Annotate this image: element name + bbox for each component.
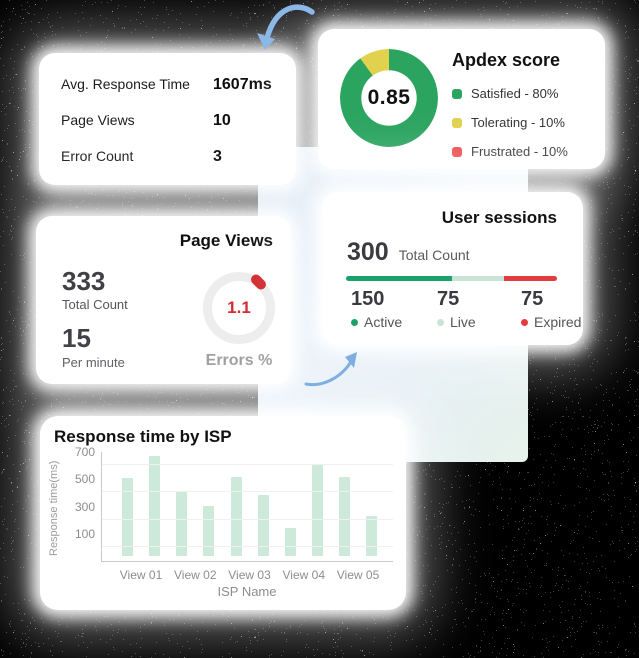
isp-chart-y-axis-label: Response time(ms) <box>48 460 60 556</box>
x-tick-label: View 05 <box>336 568 380 582</box>
apdex-score-card: 0.85 Apdex score Satisfied - 80% Tolerati… <box>318 29 605 169</box>
user-sessions-card: User sessions 300 Total Count 150 Active 7… <box>322 192 583 345</box>
user-sessions-bar-segment <box>451 276 505 281</box>
bar <box>366 516 377 556</box>
bar <box>311 465 323 556</box>
errors-gauge-chart: 1.1 <box>203 272 275 344</box>
isp-chart-x-tick-labels: View 01 View 02 View 03 View 04 View 05 <box>102 568 393 582</box>
errors-gauge-value: 1.1 <box>227 298 251 317</box>
bar-group <box>176 492 215 561</box>
grid-line <box>102 464 393 465</box>
apdex-score-value: 0.85 <box>367 86 411 109</box>
isp-chart-bars <box>102 452 393 561</box>
apdex-donut-chart: 0.85 <box>340 49 438 147</box>
errors-gauge-track: 1.1 <box>203 272 275 344</box>
legend-item: Tolerating - 10% <box>452 115 568 130</box>
user-sessions-title: User sessions <box>441 208 557 227</box>
stat-label: Error Count <box>61 148 134 164</box>
isp-chart-card: Response time by ISP Response time(ms) V… <box>40 416 406 610</box>
bar <box>284 528 296 556</box>
breakdown-label-text: Expired <box>534 314 582 330</box>
errors-gauge-label: Errors % <box>205 352 273 369</box>
stats-card: Avg. Response Time 1607ms Page Views 10 Erro… <box>39 53 296 185</box>
legend-swatch-icon <box>452 88 462 99</box>
legend-swatch-icon <box>452 117 462 128</box>
grid-line <box>102 519 393 520</box>
bar <box>122 478 133 556</box>
user-sessions-breakdown: 150 Active 75 Live 75 Expired <box>351 288 581 330</box>
y-tick-label: 100 <box>74 527 95 541</box>
legend-label: Frustrated - 10% <box>471 144 568 159</box>
breakdown-label: Expired <box>521 314 581 330</box>
breakdown-label-text: Active <box>364 314 403 330</box>
stat-value: 10 <box>213 112 231 129</box>
isp-chart-x-axis-label: ISP Name <box>217 584 277 599</box>
breakdown-label-text: Live <box>450 314 476 330</box>
legend-label: Tolerating - 10% <box>471 115 565 130</box>
bar <box>339 477 350 556</box>
user-sessions-stacked-bar <box>346 276 557 281</box>
breakdown-label: Live <box>437 314 521 330</box>
user-sessions-total-value: 300 <box>347 238 389 266</box>
bar <box>203 506 215 556</box>
stat-label: Avg. Response Time <box>61 76 190 92</box>
grid-line <box>102 546 393 547</box>
legend-item: Frustrated - 10% <box>452 144 568 159</box>
user-sessions-breakdown-column: 75 Live <box>437 288 521 330</box>
user-sessions-bar-segment <box>346 276 452 281</box>
breakdown-dot-icon <box>351 318 358 326</box>
breakdown-dot-icon <box>521 318 528 326</box>
isp-chart-title: Response time by ISP <box>54 427 232 446</box>
bar-group <box>230 477 269 561</box>
grid-line <box>102 491 393 492</box>
stat-value: 1607ms <box>213 76 272 93</box>
bar <box>230 477 242 556</box>
stat-value: 3 <box>213 148 222 165</box>
legend-swatch-icon <box>452 146 462 157</box>
x-tick-label: View 01 <box>119 568 163 582</box>
curved-arrow-up-icon <box>304 352 357 387</box>
y-tick-label: 700 <box>74 445 95 459</box>
bar <box>149 456 160 556</box>
bar <box>176 492 188 556</box>
stat-row: Page Views 10 <box>61 112 274 130</box>
apdex-card-title: Apdex score <box>452 50 561 70</box>
apdex-donut-ring <box>340 49 438 147</box>
page-views-total-value: 333 <box>62 266 106 296</box>
isp-chart-plot-area: View 01 View 02 View 03 View 04 View 05 100 3… <box>75 445 393 582</box>
y-tick-label: 500 <box>74 472 95 486</box>
x-tick-label: View 04 <box>282 568 325 582</box>
user-sessions-total-label: Total Count <box>398 247 470 263</box>
y-tick-label: 300 <box>74 500 95 514</box>
stat-row: Avg. Response Time 1607ms <box>61 76 274 94</box>
user-sessions-breakdown-column: 150 Active <box>351 288 437 330</box>
stat-row: Error Count 3 <box>61 148 274 166</box>
bar-group <box>284 465 323 561</box>
page-views-rate-value: 15 <box>62 323 91 354</box>
user-sessions-bar-segment <box>504 276 557 281</box>
page-views-total-label: Total Count <box>62 297 128 313</box>
breakdown-label: Active <box>351 314 437 330</box>
curved-arrow-down-icon <box>257 4 315 50</box>
breakdown-value: 150 <box>351 288 385 310</box>
page-views-rate-label: Per minute <box>62 354 125 370</box>
bar <box>257 495 269 556</box>
bar-group <box>339 477 377 561</box>
page-views-title: Page Views <box>179 231 273 250</box>
x-tick-label: View 02 <box>174 568 217 582</box>
apdex-legend: Satisfied - 80% Tolerating - 10% Frustrate… <box>452 86 568 159</box>
legend-label: Satisfied - 80% <box>471 86 559 101</box>
stat-label: Page Views <box>61 112 135 128</box>
breakdown-value: 75 <box>521 288 544 310</box>
user-sessions-breakdown-column: 75 Expired <box>521 288 581 330</box>
page-views-card: Page Views 333 Total Count 15 Per minute… <box>36 216 291 384</box>
bar-group <box>122 456 160 561</box>
breakdown-value: 75 <box>437 288 460 310</box>
breakdown-dot-icon <box>437 318 444 326</box>
x-tick-label: View 03 <box>228 568 271 582</box>
legend-item: Satisfied - 80% <box>452 86 568 101</box>
